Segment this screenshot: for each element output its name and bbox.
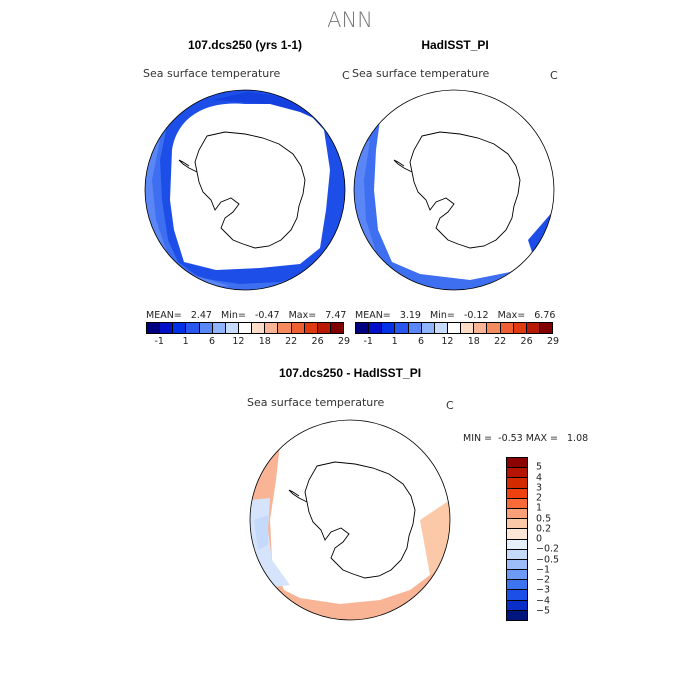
colorbar-tick-label: 3: [536, 482, 543, 494]
colorbar-swatch: [238, 323, 253, 333]
colorbar-tick-label: 29: [546, 336, 560, 347]
colorbar-swatch: [539, 323, 553, 333]
panel2-title: HadISST_PI: [421, 38, 489, 52]
colorbar-tick-label: 6: [417, 336, 425, 347]
colorbar-swatch: [507, 539, 527, 550]
colorbar-swatch: [173, 323, 187, 333]
panel2-unit: C: [550, 69, 558, 82]
colorbar-swatch: [507, 488, 527, 499]
colorbar-swatch: [265, 323, 279, 333]
colorbar-swatch: [507, 458, 527, 469]
panel3-unit: C: [446, 399, 454, 412]
colorbar-swatch: [186, 323, 200, 333]
colorbar-tick-label: −3: [536, 584, 551, 596]
panel3-variable: Sea surface temperature: [247, 396, 385, 409]
colorbar-swatch: [304, 323, 318, 333]
panel1-unit: C: [342, 69, 350, 82]
map3-difference: [250, 420, 450, 620]
colorbar-swatch: [507, 559, 527, 571]
colorbar-tick-label: −4: [536, 595, 551, 606]
colorbar-swatch: [507, 600, 527, 611]
colorbar-swatch: [291, 323, 305, 333]
colorbar-tick-label: 12: [232, 336, 245, 347]
colorbar-tick-label: -1: [154, 336, 164, 347]
colorbar-swatch: [434, 323, 448, 333]
panel2-colorbar: [355, 322, 553, 334]
colorbar-swatch: [147, 323, 161, 333]
colorbar-tick-label: 0.5: [536, 513, 552, 524]
colorbar-tick-label: 1: [182, 336, 189, 347]
map2-observed-sst: [354, 90, 554, 290]
colorbar-swatch: [317, 323, 331, 333]
colorbar-swatch: [447, 323, 462, 333]
colorbar-tick-label: 26: [311, 336, 324, 347]
colorbar-swatch: [507, 498, 527, 509]
colorbar-swatch: [507, 529, 527, 540]
colorbar-swatch: [507, 508, 527, 520]
panel2-stats: MEAN= 3.19 Min= -0.12 Max= 6.76: [355, 310, 556, 321]
colorbar-tick-label: −0.5: [536, 554, 560, 565]
colorbar-tick-label: −0.2: [536, 543, 560, 555]
colorbar-swatch: [461, 323, 475, 333]
map1-model-sst: [145, 90, 345, 290]
panel2-variable: Sea surface temperature: [352, 67, 490, 80]
colorbar-swatch: [225, 323, 239, 333]
colorbar-swatch: [507, 549, 527, 560]
colorbar-swatch: [421, 323, 435, 333]
colorbar-swatch: [526, 323, 540, 333]
colorbar-swatch: [252, 323, 266, 333]
panel1-title: 107.dcs250 (yrs 1-1): [187, 38, 303, 52]
colorbar-swatch: [474, 323, 488, 333]
colorbar-swatch: [330, 323, 344, 333]
colorbar-swatch: [487, 323, 501, 333]
colorbar-tick-label: -1: [363, 336, 373, 347]
colorbar-swatch: [507, 610, 527, 620]
colorbar-tick-label: −5: [536, 605, 551, 617]
colorbar-tick-label: 0: [536, 533, 543, 545]
colorbar-tick-label: 22: [494, 336, 507, 347]
colorbar-tick-label: −2: [536, 574, 551, 586]
colorbar-swatch: [278, 323, 292, 333]
colorbar-tick-label: 1: [536, 502, 543, 514]
panel3-title: 107.dcs250 - HadISST_PI: [278, 366, 422, 380]
colorbar-swatch: [507, 478, 527, 489]
colorbar-swatch: [507, 468, 527, 479]
colorbar-tick-label: 29: [337, 336, 351, 347]
colorbar-tick-label: 18: [467, 336, 480, 347]
colorbar-tick-label: 2: [536, 492, 543, 504]
colorbar-tick-label: 12: [441, 336, 454, 347]
panel1-variable: Sea surface temperature: [143, 67, 281, 80]
colorbar-swatch: [513, 323, 527, 333]
colorbar-swatch: [199, 323, 213, 333]
colorbar-tick-label: 26: [520, 336, 533, 347]
colorbar-swatch: [408, 323, 422, 333]
colorbar-tick-label: 1: [391, 336, 398, 347]
panel1-colorbar: [146, 322, 344, 334]
figure-title: ANN: [327, 8, 373, 32]
colorbar-swatch: [212, 323, 226, 333]
colorbar-tick-label: 0.2: [536, 523, 552, 535]
colorbar-tick-label: 18: [258, 336, 271, 347]
colorbar-tick-label: 6: [208, 336, 216, 347]
colorbar-tick-label: 4: [536, 472, 543, 483]
colorbar-swatch: [369, 323, 383, 333]
panel3-stats: MIN = -0.53 MAX = 1.08: [463, 433, 589, 444]
difference-colorbar: [506, 457, 528, 621]
colorbar-swatch: [382, 323, 396, 333]
colorbar-tick-label: 5: [536, 461, 543, 473]
colorbar-swatch: [395, 323, 409, 333]
colorbar-swatch: [507, 519, 527, 530]
colorbar-swatch: [507, 580, 527, 591]
colorbar-swatch: [160, 323, 174, 333]
colorbar-swatch: [356, 323, 370, 333]
colorbar-swatch: [507, 590, 527, 601]
colorbar-swatch: [500, 323, 514, 333]
colorbar-tick-label: 22: [285, 336, 298, 347]
panel1-stats: MEAN= 2.47 Min= -0.47 Max= 7.47: [146, 310, 347, 321]
colorbar-tick-label: −1: [536, 564, 551, 576]
colorbar-swatch: [507, 570, 527, 581]
